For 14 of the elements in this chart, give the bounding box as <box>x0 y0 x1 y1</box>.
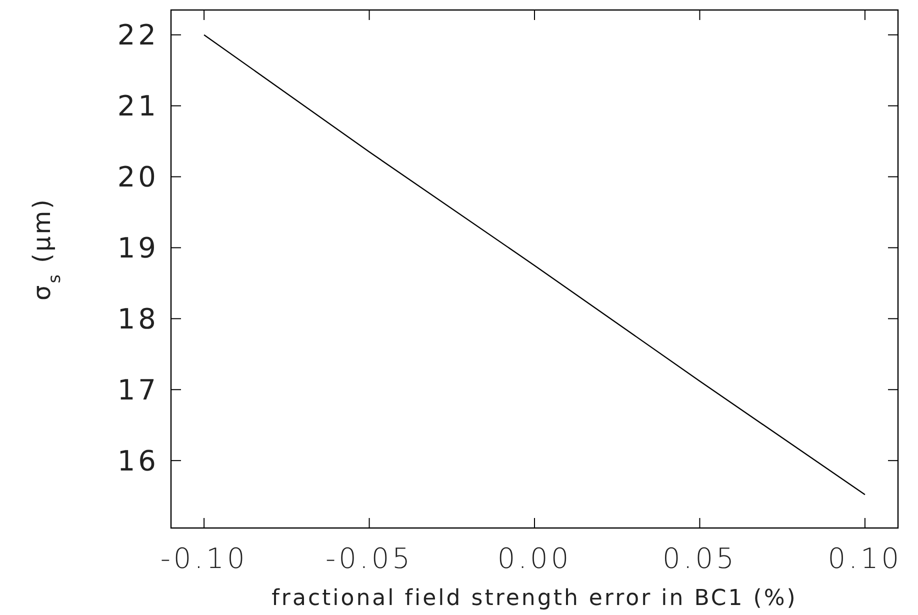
y-tick-label: 17 <box>117 373 159 406</box>
y-tick-label: 22 <box>117 18 159 52</box>
x-tick-label: 0.10 <box>828 542 902 575</box>
y-tick-label: 20 <box>117 160 159 194</box>
y-tick-label: 19 <box>117 232 159 265</box>
x-tick-label: -0.10 <box>160 542 248 575</box>
x-tick-label: 0.00 <box>497 542 572 575</box>
x-axis-title: fractional field strength error in BC1 (%) <box>272 586 798 611</box>
y-tick-label: 21 <box>117 90 159 123</box>
x-tick-label: -0.05 <box>326 542 413 575</box>
x-tick-label: 0.05 <box>662 542 737 575</box>
line-series <box>203 34 866 496</box>
y-tick-label: 16 <box>117 444 159 478</box>
y-tick-label: 18 <box>117 302 159 336</box>
